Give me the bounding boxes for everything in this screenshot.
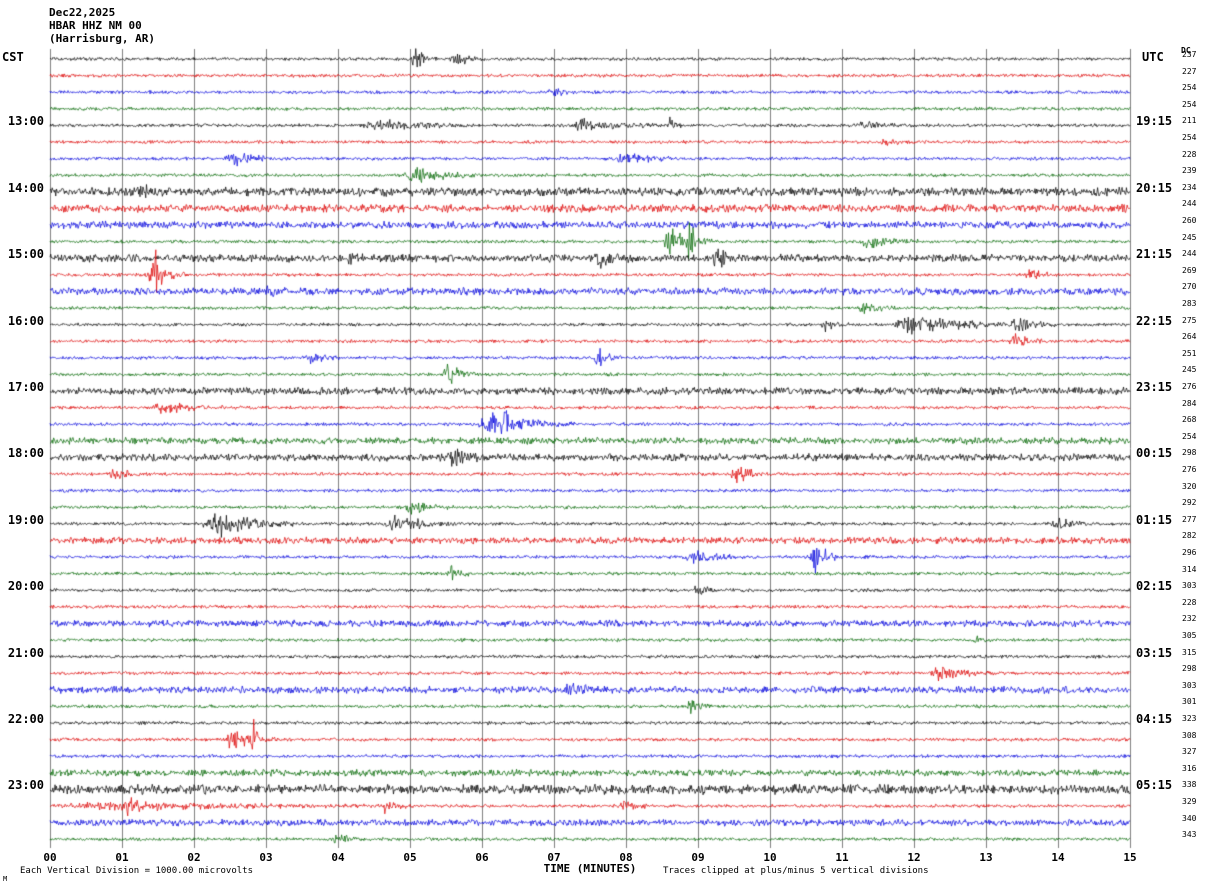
dc-value: 232 bbox=[1182, 614, 1197, 624]
x-tick-label: 02 bbox=[187, 851, 201, 864]
x-tick-label: 06 bbox=[475, 851, 489, 864]
dc-value: 303 bbox=[1182, 680, 1197, 690]
title-date: Dec22,2025 bbox=[49, 6, 116, 19]
dc-value: 254 bbox=[1182, 83, 1197, 93]
x-tick-label: 01 bbox=[115, 851, 129, 864]
dc-value: 305 bbox=[1182, 631, 1197, 640]
x-tick-label: 07 bbox=[547, 851, 561, 864]
dc-value: 244 bbox=[1182, 249, 1197, 259]
time-label-right: 21:15 bbox=[1136, 247, 1173, 262]
dc-value: 239 bbox=[1182, 166, 1197, 176]
dc-value: 320 bbox=[1182, 481, 1197, 491]
dc-value: 245 bbox=[1182, 232, 1197, 242]
x-tick-label: 10 bbox=[763, 851, 777, 864]
dc-value: 234 bbox=[1182, 182, 1197, 192]
dc-value: 237 bbox=[1182, 50, 1197, 59]
dc-value: 282 bbox=[1182, 531, 1197, 541]
dc-value: 276 bbox=[1182, 382, 1197, 391]
dc-value: 323 bbox=[1182, 714, 1197, 723]
dc-value: 275 bbox=[1182, 315, 1197, 325]
time-label-right: 04:15 bbox=[1136, 712, 1173, 726]
x-tick-label: 03 bbox=[259, 851, 273, 864]
time-label-left: 21:00 bbox=[7, 645, 44, 660]
dc-value: 283 bbox=[1182, 299, 1197, 308]
x-axis-title: TIME (MINUTES) bbox=[543, 862, 637, 875]
dc-value: 315 bbox=[1182, 647, 1197, 657]
dc-value: 292 bbox=[1182, 498, 1197, 508]
dc-column-header: DC bbox=[1181, 46, 1191, 55]
dc-value: 269 bbox=[1182, 265, 1197, 275]
time-label-left: 17:00 bbox=[7, 380, 44, 394]
x-tick-label: 00 bbox=[43, 851, 57, 864]
dc-value: 316 bbox=[1182, 763, 1197, 773]
dc-value: 260 bbox=[1182, 216, 1197, 225]
title-location: (Harrisburg, AR) bbox=[49, 32, 155, 45]
dc-value: 343 bbox=[1182, 830, 1197, 840]
dc-value: 251 bbox=[1182, 348, 1197, 358]
dc-value: 276 bbox=[1182, 465, 1197, 474]
dc-value: 296 bbox=[1182, 548, 1197, 557]
time-label-left: 20:00 bbox=[7, 579, 44, 594]
time-label-left: 13:00 bbox=[7, 114, 44, 129]
time-label-right: 23:15 bbox=[1136, 380, 1173, 394]
dc-value: 303 bbox=[1182, 581, 1197, 591]
dc-value: 301 bbox=[1182, 697, 1197, 707]
corner-mark: M bbox=[3, 875, 8, 883]
dc-value: 268 bbox=[1182, 415, 1197, 425]
x-tick-label: 11 bbox=[835, 851, 849, 864]
x-tick-label: 15 bbox=[1123, 851, 1137, 864]
dc-value: 277 bbox=[1182, 514, 1197, 524]
time-label-right: 22:15 bbox=[1136, 313, 1173, 328]
time-label-left: 14:00 bbox=[7, 180, 44, 195]
time-label-right: 03:15 bbox=[1136, 645, 1173, 660]
dc-value: 308 bbox=[1182, 730, 1197, 740]
time-label-right: 00:15 bbox=[1136, 446, 1173, 461]
x-tick-label: 14 bbox=[1051, 851, 1065, 864]
time-label-left: 16:00 bbox=[7, 313, 44, 328]
time-label-right: 01:15 bbox=[1136, 512, 1173, 527]
footer-clip-note: Traces clipped at plus/minus 5 vertical … bbox=[663, 866, 929, 876]
right-timezone-label: UTC bbox=[1142, 50, 1164, 64]
time-label-left: 18:00 bbox=[7, 446, 44, 461]
dc-value: 284 bbox=[1182, 398, 1197, 408]
dc-value: 211 bbox=[1182, 116, 1197, 126]
dc-value: 245 bbox=[1182, 365, 1197, 375]
dc-value: 254 bbox=[1182, 133, 1197, 142]
dc-value: 254 bbox=[1182, 99, 1197, 109]
dc-value: 338 bbox=[1182, 780, 1197, 790]
dc-value: 228 bbox=[1182, 149, 1197, 159]
dc-value: 298 bbox=[1182, 664, 1197, 674]
time-label-left: 15:00 bbox=[7, 247, 44, 262]
dc-value: 314 bbox=[1182, 564, 1197, 574]
x-tick-label: 12 bbox=[907, 851, 921, 864]
dc-value: 227 bbox=[1182, 66, 1197, 76]
time-label-right: 20:15 bbox=[1136, 180, 1173, 195]
dc-value: 244 bbox=[1182, 199, 1197, 209]
dc-value: 264 bbox=[1182, 332, 1197, 342]
dc-value: 298 bbox=[1182, 448, 1197, 458]
x-tick-label: 04 bbox=[331, 851, 345, 864]
x-tick-label: 05 bbox=[403, 851, 417, 864]
time-label-right: 02:15 bbox=[1136, 579, 1173, 594]
time-label-left: 19:00 bbox=[7, 512, 44, 527]
x-tick-label: 13 bbox=[979, 851, 993, 864]
dc-value: 327 bbox=[1182, 747, 1197, 757]
dc-value: 329 bbox=[1182, 797, 1197, 806]
time-label-left: 22:00 bbox=[7, 712, 44, 726]
dc-value: 228 bbox=[1182, 597, 1197, 607]
time-label-right: 05:15 bbox=[1136, 778, 1173, 793]
x-tick-label: 09 bbox=[691, 851, 705, 864]
dc-value: 340 bbox=[1182, 813, 1197, 823]
x-tick-label: 08 bbox=[619, 851, 633, 864]
dc-value: 254 bbox=[1182, 431, 1197, 441]
left-timezone-label: CST bbox=[2, 50, 24, 64]
title-station: HBAR HHZ NM 00 bbox=[49, 19, 142, 32]
time-label-right: 19:15 bbox=[1136, 114, 1173, 129]
time-label-left: 23:00 bbox=[7, 778, 44, 793]
dc-value: 270 bbox=[1182, 282, 1197, 292]
footer-scale-note: Each Vertical Division = 1000.00 microvo… bbox=[20, 866, 253, 876]
